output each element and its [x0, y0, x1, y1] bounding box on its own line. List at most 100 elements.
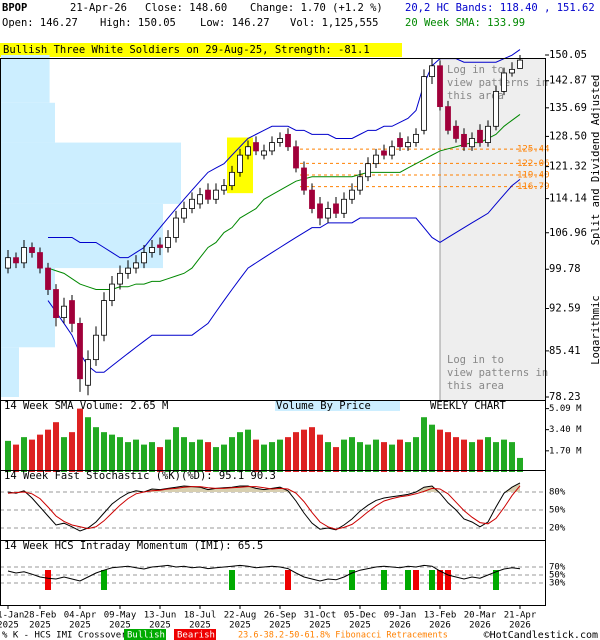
- candle-body: [349, 189, 355, 200]
- candle-body: [509, 68, 515, 74]
- symbol: BPOP: [2, 2, 27, 14]
- candle-body: [269, 142, 275, 152]
- volume-bar: [29, 439, 35, 472]
- candle-body: [21, 247, 27, 264]
- volume-bar: [77, 408, 83, 472]
- y-tick-label: 106.96: [549, 227, 587, 239]
- candle-body: [45, 267, 51, 290]
- candle-body: [173, 217, 179, 238]
- volume-bar: [101, 432, 107, 472]
- candle-body: [125, 267, 131, 274]
- bands: 20,2 HC Bands: 118.40 , 151.62: [405, 2, 595, 14]
- volume-bar: [205, 442, 211, 472]
- x-tick-year: 2025: [309, 621, 331, 631]
- candle-body: [85, 359, 91, 386]
- volume-bar: [477, 439, 483, 472]
- axis-note: Split and Dividend Adjusted: [590, 75, 600, 246]
- volume-bar: [5, 440, 11, 472]
- x-tick-label: 09-Jan: [384, 611, 417, 621]
- candle-body: [197, 194, 203, 205]
- locked-text: Log in to view patterns in this area: [447, 64, 548, 102]
- volume-by-price: [1, 142, 181, 204]
- footer-fib: 23.6-38.2-50-61.8% Fibonacci Retracement…: [238, 631, 448, 640]
- candle-body: [181, 208, 187, 219]
- footer-bullish: Bullish: [127, 631, 165, 640]
- volume-bar: [149, 442, 155, 472]
- y-tick-label: 99.78: [549, 263, 581, 275]
- candle-body: [453, 125, 459, 139]
- crossover: [45, 570, 51, 590]
- candle-body: [165, 237, 171, 248]
- candle-body: [37, 252, 43, 269]
- volume-bar: [485, 437, 491, 472]
- volume-bar: [357, 442, 363, 472]
- candle-body: [461, 133, 467, 148]
- volume-bar: [117, 437, 123, 472]
- volume-bar: [237, 432, 243, 472]
- volume-bar: [333, 447, 339, 472]
- volume-by-price: [1, 102, 55, 143]
- volume-bar: [125, 442, 131, 472]
- x-tick-label: 21-Apr: [504, 611, 537, 621]
- candle-body: [229, 171, 235, 187]
- crossover: [493, 570, 499, 590]
- price-line: [47, 178, 521, 373]
- volume-title: 14 Week SMA Volume: 2.65 M: [4, 400, 168, 412]
- y-tick-label: 30%: [549, 579, 566, 589]
- candle-body: [69, 300, 75, 324]
- volume-bar: [437, 429, 443, 472]
- volume-bar: [53, 422, 59, 472]
- volume-bar: [61, 437, 67, 472]
- candle-body: [109, 283, 115, 301]
- volume-bar: [221, 444, 227, 472]
- volume-bar: [253, 439, 259, 472]
- x-tick-label: 20-Mar: [464, 611, 497, 621]
- vbp-label: Volume By Price: [276, 400, 371, 412]
- candle-body: [13, 257, 19, 264]
- x-tick-label: 18-Jul: [184, 611, 217, 621]
- y-tick-label: 1.70 M: [549, 446, 582, 456]
- locked-text: Log in to view patterns in this area: [447, 354, 548, 392]
- crossover: [445, 570, 451, 590]
- volume-bar: [13, 444, 19, 472]
- x-tick-year: 2025: [29, 621, 51, 631]
- candle-body: [133, 262, 139, 269]
- candle-body: [53, 289, 59, 319]
- volume-bar: [261, 444, 267, 472]
- candle-body: [149, 247, 155, 253]
- x-tick-label: 13-Feb: [424, 611, 457, 621]
- volume-bar: [341, 439, 347, 472]
- stoch-line: [7, 485, 521, 530]
- bull-box: [124, 629, 166, 640]
- crossover: [413, 570, 419, 590]
- pattern-banner-bg: [0, 43, 402, 57]
- volume-bar: [461, 439, 467, 472]
- candle-body: [237, 154, 243, 173]
- fib-label: 116.79: [517, 182, 550, 192]
- x-tick-year: 2025: [0, 621, 19, 631]
- x-tick-label: 22-Aug: [224, 611, 257, 621]
- volume-bar: [453, 437, 459, 472]
- open: Open: 146.27: [2, 17, 78, 29]
- label-bg: [275, 400, 400, 411]
- pattern-banner: Bullish Three White Soldiers on 29-Aug-2…: [3, 44, 370, 56]
- y-tick-label: 78.23: [549, 391, 581, 403]
- volume-bar: [293, 432, 299, 472]
- volume-bar: [421, 417, 427, 472]
- y-tick-label: 114.14: [549, 193, 587, 205]
- volume-bar: [285, 437, 291, 472]
- crossover: [349, 570, 355, 590]
- candle-body: [205, 189, 211, 200]
- date: 21-Apr-26: [70, 2, 127, 14]
- candle-body: [117, 272, 123, 285]
- volume-bar: [381, 442, 387, 472]
- candle-body: [293, 146, 299, 169]
- candle-body: [389, 146, 395, 156]
- x-tick-label: 13-Jun: [144, 611, 177, 621]
- locked-area: [440, 58, 545, 400]
- fib-label: 119.40: [517, 170, 550, 180]
- volume-bar: [173, 427, 179, 472]
- fib-label: 122.06: [517, 159, 550, 169]
- y-tick-label: 50%: [549, 506, 566, 516]
- candle-body: [421, 76, 427, 131]
